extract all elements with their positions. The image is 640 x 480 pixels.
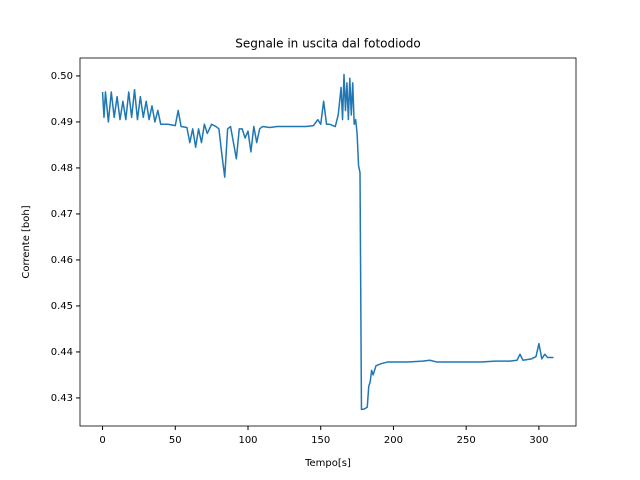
x-tick-label: 0 (99, 435, 105, 446)
x-axis-label: Tempo[s] (304, 458, 351, 469)
x-tick-label: 100 (238, 435, 257, 446)
x-tick-label: 200 (384, 435, 403, 446)
y-tick-label: 0.46 (51, 255, 73, 266)
y-tick-label: 0.49 (51, 117, 73, 128)
y-tick-label: 0.45 (51, 301, 73, 312)
y-axis-label: Corrente [boh] (21, 205, 32, 278)
x-tick-label: 50 (169, 435, 182, 446)
y-tick-label: 0.47 (51, 209, 73, 220)
y-tick-label: 0.48 (51, 163, 73, 174)
y-tick-label: 0.43 (51, 393, 73, 404)
y-tick-label: 0.44 (51, 347, 73, 358)
y-tick-label: 0.50 (51, 71, 73, 82)
plot-frame (79, 57, 577, 427)
x-tick-label: 250 (457, 435, 476, 446)
x-tick-label: 150 (311, 435, 330, 446)
x-tick-label: 300 (529, 435, 548, 446)
chart-title: Segnale in uscita dal fotodiodo (235, 37, 421, 51)
data-line (101, 73, 554, 411)
